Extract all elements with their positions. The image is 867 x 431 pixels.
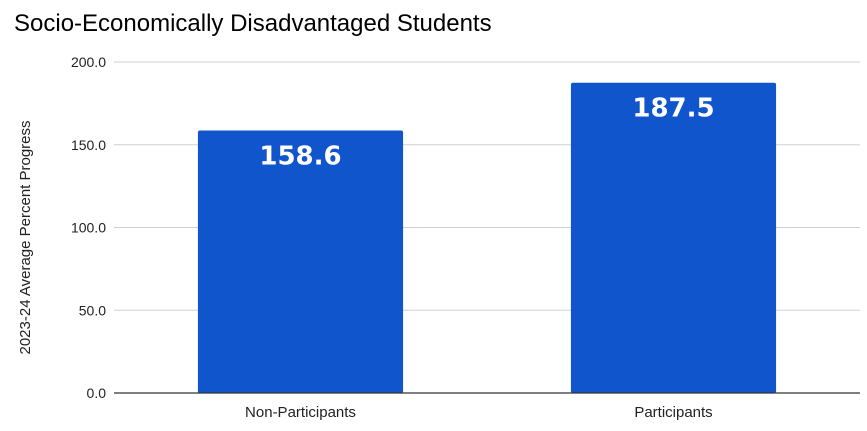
chart-title: Socio-Economically Disadvantaged Student… <box>14 10 492 37</box>
y-tick-label: 50.0 <box>79 302 106 318</box>
y-tick-label: 150.0 <box>71 137 106 153</box>
y-tick-label: 200.0 <box>71 54 106 70</box>
y-axis-label: 2023-24 Average Percent Progress <box>17 120 34 354</box>
y-tick-label: 100.0 <box>71 220 106 236</box>
bar-data-label: 187.5 <box>632 94 714 124</box>
bar <box>570 82 777 393</box>
y-axis-ticks: 0.0 50.0 100.0 150.0 200.0 <box>71 54 106 401</box>
bar <box>197 130 404 393</box>
x-category-label: Participants <box>634 404 712 421</box>
x-category-label: Non-Participants <box>245 404 356 421</box>
bars: 158.6 187.5 <box>197 82 777 393</box>
x-axis-categories: Non-Participants Participants <box>245 404 713 421</box>
bar-data-label: 158.6 <box>259 142 341 172</box>
y-tick-label: 0.0 <box>87 385 107 401</box>
